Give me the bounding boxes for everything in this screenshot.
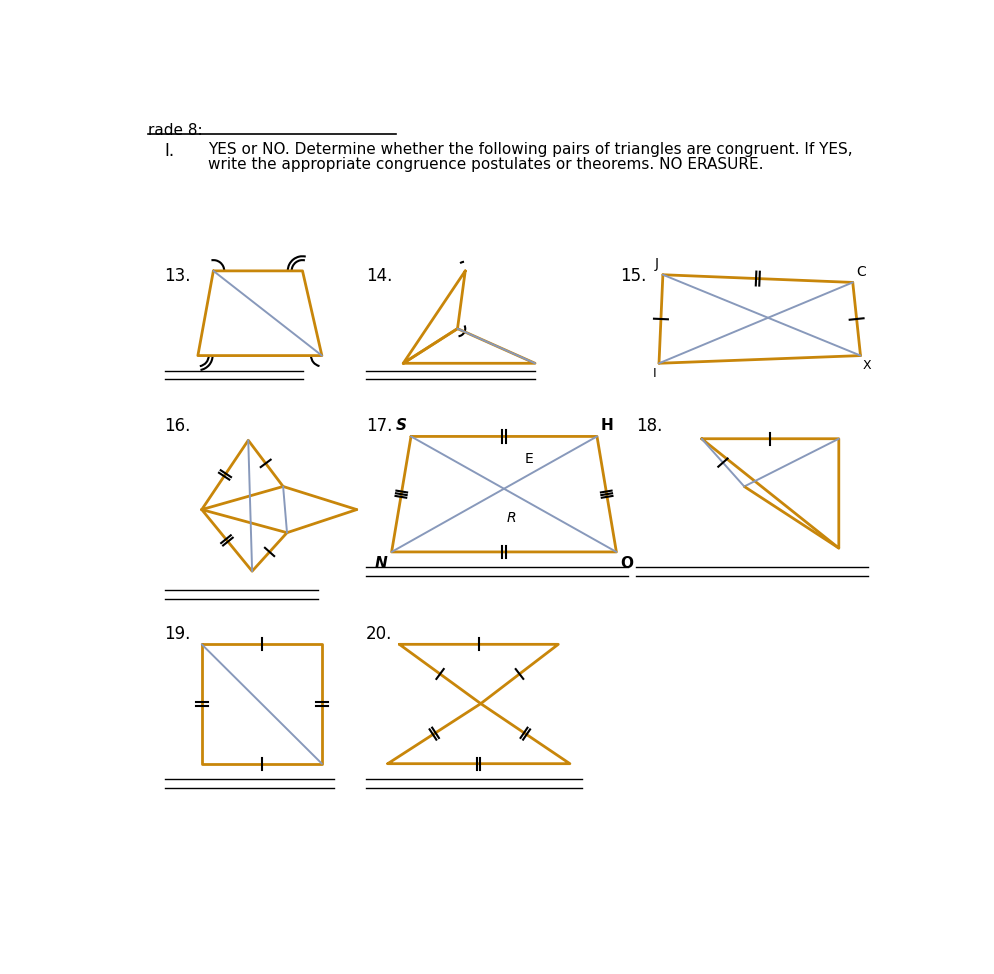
Text: 20.: 20. — [366, 625, 393, 643]
Text: I: I — [653, 367, 657, 380]
Text: 17.: 17. — [366, 417, 393, 435]
Text: H: H — [601, 418, 613, 432]
Text: 13.: 13. — [165, 267, 191, 285]
Text: I.: I. — [165, 141, 175, 160]
Text: J: J — [655, 257, 659, 271]
Text: 16.: 16. — [165, 417, 191, 435]
Text: YES or NO. Determine whether the following pairs of triangles are congruent. If : YES or NO. Determine whether the followi… — [208, 141, 853, 157]
Text: write the appropriate congruence postulates or theorems. NO ERASURE.: write the appropriate congruence postula… — [208, 157, 763, 172]
Text: X: X — [863, 359, 872, 372]
Text: 15.: 15. — [620, 267, 647, 285]
Text: R: R — [506, 511, 516, 525]
Text: O: O — [620, 556, 633, 571]
Text: 18.: 18. — [636, 417, 662, 435]
Text: E: E — [524, 452, 533, 466]
Text: 19.: 19. — [165, 625, 191, 643]
Text: C: C — [857, 265, 867, 279]
Text: S: S — [397, 418, 408, 432]
Text: rade 8:: rade 8: — [147, 123, 202, 138]
Text: 14.: 14. — [366, 267, 393, 285]
Text: N: N — [375, 556, 388, 571]
